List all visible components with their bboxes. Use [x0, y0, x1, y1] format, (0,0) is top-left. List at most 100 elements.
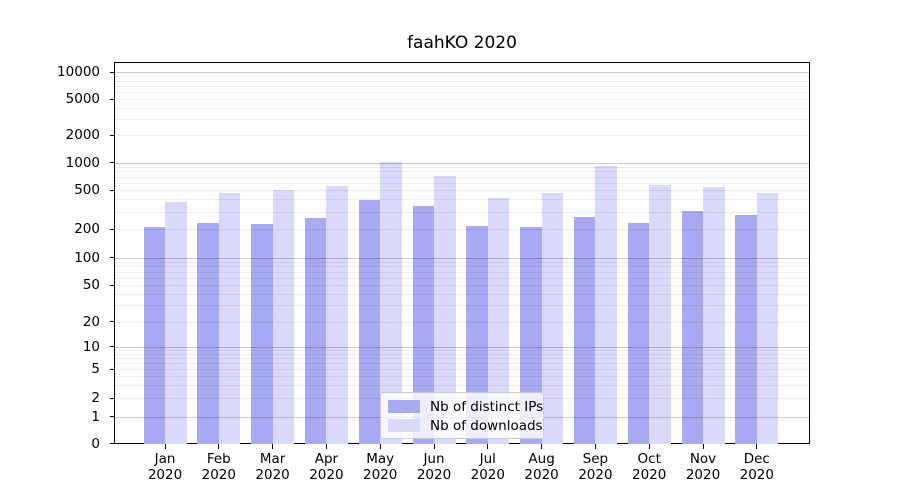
gridline-5: [115, 369, 809, 371]
gridline-400: [115, 199, 809, 201]
gridline-600: [115, 182, 809, 184]
y-tick-mark: [109, 321, 115, 323]
y-tick-mark: [109, 98, 115, 100]
bar-downloads-jan: [165, 202, 187, 444]
y-tick-label: 200: [74, 221, 100, 237]
y-tick-label: 5000: [65, 91, 100, 108]
legend-label-distinct-ips: Nb of distinct IPs: [430, 398, 544, 415]
gridline-9000: [115, 76, 809, 78]
gridline-3000: [115, 119, 809, 121]
gridline-4000: [115, 107, 809, 109]
legend: Nb of distinct IPs Nb of downloads: [380, 392, 544, 439]
gridline-100: [115, 257, 809, 259]
gridline-900: [115, 166, 809, 168]
y-tick-mark: [109, 189, 115, 191]
bar-distinct-ips-may: [358, 200, 381, 444]
bar-downloads-oct: [649, 184, 671, 444]
bar-downloads-nov: [703, 186, 725, 444]
x-tick-mark: [433, 444, 435, 449]
y-tick-label: 10000: [57, 64, 100, 81]
gridline-60: [115, 277, 809, 279]
gridline-5000: [115, 99, 809, 101]
x-tick-label-aug: Aug 2020: [524, 451, 559, 483]
y-tick-mark: [109, 397, 115, 399]
bar-downloads-feb: [218, 193, 241, 444]
gridline-10000: [115, 72, 809, 74]
y-tick-mark: [109, 134, 115, 136]
bar-downloads-dec: [756, 193, 779, 444]
x-tick-mark: [379, 444, 381, 449]
y-tick-label: 20: [82, 313, 100, 330]
y-tick-mark: [109, 368, 115, 370]
gridline-6000: [115, 92, 809, 94]
y-tick-label: 2: [91, 390, 100, 407]
y-tick-label: 2000: [65, 127, 100, 143]
gridline-7: [115, 358, 809, 360]
y-tick-label: 10: [82, 338, 100, 355]
gridline-80: [115, 266, 809, 268]
gridline-3: [115, 385, 809, 387]
x-tick-mark: [702, 444, 704, 449]
gridlines-layer: [115, 63, 809, 443]
x-tick-label-sep: Sep 2020: [578, 451, 613, 483]
y-tick-label: 100: [74, 249, 100, 266]
bar-distinct-ips-sep: [573, 217, 596, 444]
gridline-30: [115, 305, 809, 307]
x-tick-mark: [218, 444, 220, 449]
gridline-2000: [115, 135, 809, 136]
bar-distinct-ips-jan: [143, 226, 165, 444]
legend-swatch-distinct-ips: [388, 400, 420, 413]
bar-distinct-ips-jul: [466, 225, 488, 444]
x-tick-label-may: May 2020: [363, 451, 398, 483]
legend-label-downloads: Nb of downloads: [430, 417, 543, 434]
gridline-1000: [115, 162, 809, 164]
y-tick-mark: [109, 162, 115, 163]
x-tick-mark: [272, 444, 274, 449]
y-tick-mark: [109, 416, 115, 417]
x-tick-label-jun: Jun 2020: [416, 451, 452, 483]
y-tick-mark: [109, 346, 115, 347]
y-tick-label: 0: [91, 435, 100, 452]
gridline-40: [115, 293, 809, 295]
y-tick-label: 1000: [65, 154, 100, 171]
x-tick-label-nov: Nov 2020: [685, 451, 721, 483]
gridline-800: [115, 171, 809, 173]
bar-downloads-aug: [541, 193, 564, 444]
gridline-300: [115, 211, 809, 213]
gridline-90: [115, 261, 809, 263]
bar-downloads-mar: [272, 190, 295, 444]
plot-area: [114, 62, 810, 444]
gridline-8000: [115, 80, 809, 82]
x-tick-label-oct: Oct 2020: [632, 451, 667, 483]
bar-distinct-ips-aug: [520, 227, 542, 444]
y-tick-label: 5: [91, 361, 100, 378]
bar-distinct-ips-apr: [304, 217, 327, 444]
y-tick-mark: [109, 443, 115, 445]
bar-downloads-jun: [434, 176, 456, 444]
gridline-9: [115, 349, 809, 351]
x-tick-label-jul: Jul 2020: [470, 451, 505, 483]
bar-distinct-ips-oct: [627, 222, 650, 444]
bars-layer: [115, 63, 809, 444]
x-tick-label-apr: Apr 2020: [309, 451, 344, 483]
bar-distinct-ips-dec: [735, 214, 757, 444]
gridline-70: [115, 271, 809, 273]
gridline-50: [115, 285, 809, 286]
x-tick-mark: [594, 444, 596, 449]
bar-distinct-ips-feb: [197, 222, 219, 444]
y-tick-label: 1: [91, 408, 100, 425]
y-tick-mark: [109, 257, 115, 258]
bar-distinct-ips-nov: [681, 211, 703, 444]
gridline-200: [115, 229, 809, 230]
gridline-20: [115, 321, 809, 323]
y-tick-label: 500: [74, 182, 100, 198]
y-tick-mark: [109, 228, 115, 230]
gridline-6: [115, 363, 809, 365]
x-tick-mark: [541, 444, 543, 449]
y-tick-mark: [109, 284, 115, 286]
y-tick-label: 50: [82, 277, 100, 293]
bar-downloads-apr: [326, 186, 348, 444]
gridline-700: [115, 176, 809, 178]
gridline-10: [115, 346, 809, 348]
legend-item-distinct-ips: Nb of distinct IPs: [381, 397, 543, 416]
